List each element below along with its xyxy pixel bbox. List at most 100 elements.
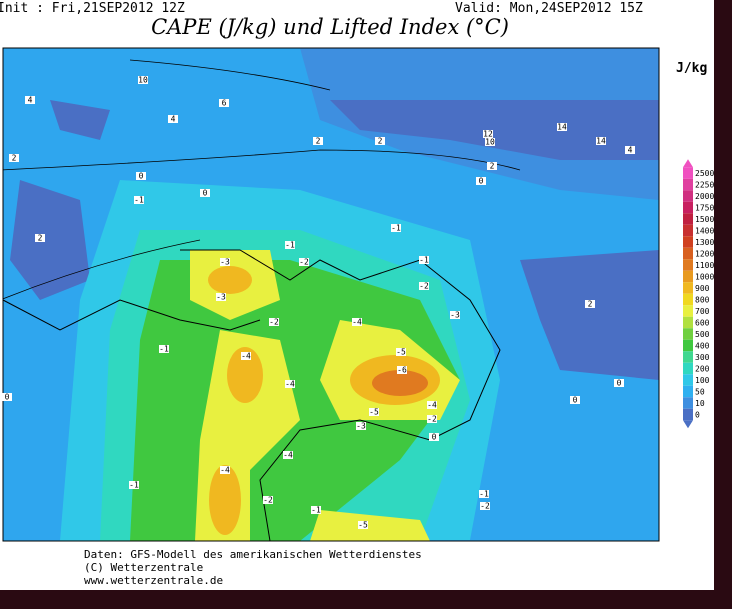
- contour-label: 4: [28, 96, 33, 105]
- contour-label: -1: [479, 490, 489, 499]
- colorbar-box: [683, 351, 693, 363]
- footer-line: Daten: GFS-Modell des amerikanischen Wet…: [84, 548, 422, 561]
- contour-label: -4: [427, 401, 437, 410]
- colorbar-box: [683, 190, 693, 202]
- contour-label-bg: [2, 393, 12, 401]
- contour-label: -2: [419, 282, 429, 291]
- colorbar-label: 800: [695, 296, 710, 305]
- colorbar-box: [683, 213, 693, 225]
- contour-label: 0: [139, 172, 144, 181]
- contour-label-bg: [129, 481, 139, 489]
- contour-label: -3: [450, 311, 460, 320]
- colorbar-box: [683, 316, 693, 329]
- contour-label-bg: [585, 300, 595, 308]
- contour-label-bg: [216, 293, 226, 301]
- contour-label-bg: [299, 258, 309, 266]
- colorbar: 2500225020001750150014001300120011001000…: [683, 159, 714, 429]
- contour-label-bg: [134, 196, 144, 204]
- border: [0, 590, 732, 609]
- contour-label-bg: [625, 146, 635, 154]
- contour-label-bg: [313, 137, 323, 145]
- valid-time: Valid: Mon,24SEP2012 15Z: [455, 1, 643, 16]
- colorbar-box: [683, 328, 693, 340]
- contour-label-bg: [596, 137, 606, 145]
- contour-label-bg: [487, 162, 497, 170]
- contour-label: 0: [203, 189, 208, 198]
- border: [714, 0, 732, 609]
- contour-label: 10: [138, 76, 148, 85]
- footer-line: (C) Wetterzentrale: [84, 561, 203, 574]
- contour-label: 0: [5, 393, 10, 402]
- contour-label: -1: [419, 256, 429, 265]
- contour-label: -1: [285, 241, 295, 250]
- contour-label: -5: [396, 348, 406, 357]
- contour-label: 2: [316, 137, 321, 146]
- contour-label: -2: [263, 496, 273, 505]
- contour-label: -3: [220, 258, 230, 267]
- colorbar-box: [683, 305, 693, 317]
- contour-label-bg: [9, 154, 19, 162]
- colorbar-label: 10: [695, 399, 705, 408]
- colorbar-label: 1200: [695, 250, 714, 259]
- contour-label: -3: [356, 422, 366, 431]
- colorbar-tip: [683, 159, 693, 168]
- colorbar-box: [683, 339, 693, 352]
- contour-label: -1: [134, 196, 144, 205]
- contour-label-bg: [352, 318, 362, 326]
- contour-label-bg: [263, 496, 273, 504]
- colorbar-box: [683, 224, 693, 237]
- contour-label: 2: [378, 137, 383, 146]
- colorbar-label: 1500: [695, 215, 714, 224]
- contour-label-bg: [241, 352, 251, 360]
- contour-label-bg: [358, 521, 368, 529]
- contour-label: 4: [628, 146, 633, 155]
- contour-label-bg: [159, 345, 169, 353]
- contour-label-bg: [311, 506, 321, 514]
- colorbar-label: 900: [695, 284, 710, 293]
- contour-label: -1: [391, 224, 401, 233]
- contour-label-bg: [285, 380, 295, 388]
- colorbar-box: [683, 362, 693, 375]
- contour-label-bg: [200, 189, 210, 197]
- contour-label-bg: [269, 318, 279, 326]
- contour-label-bg: [557, 123, 567, 131]
- colorbar-label: 0: [695, 411, 700, 420]
- contour-label-bg: [397, 366, 407, 374]
- contour-label-bg: [369, 408, 379, 416]
- contour-label: 2: [588, 300, 593, 309]
- contour-label-bg: [419, 256, 429, 264]
- colorbar-label: 500: [695, 330, 710, 339]
- contour-label-bg: [25, 96, 35, 104]
- colorbar-label: 1100: [695, 261, 714, 270]
- contour-label-bg: [614, 379, 624, 387]
- contour-label: -2: [480, 502, 490, 511]
- contour-label: 2: [490, 162, 495, 171]
- contour-label-bg: [479, 490, 489, 498]
- colorbar-label: 2500: [695, 169, 714, 178]
- contour-label: 0: [479, 177, 484, 186]
- footer-line: www.wetterzentrale.de: [84, 574, 223, 587]
- contour-label: 2: [12, 154, 17, 163]
- colorbar-tip: [683, 420, 693, 429]
- contour-label: -2: [299, 258, 309, 267]
- contour-label-bg: [283, 451, 293, 459]
- colorbar-label: 1400: [695, 227, 714, 236]
- contour-label: -5: [358, 521, 368, 530]
- unit: J/kg: [676, 61, 707, 76]
- colorbar-label: 400: [695, 342, 710, 351]
- contour-label: -4: [352, 318, 362, 327]
- contour-label-bg: [138, 76, 148, 84]
- colorbar-label: 1300: [695, 238, 714, 247]
- contour-label-bg: [219, 99, 229, 107]
- map-frame: [2, 47, 660, 542]
- contour-label-bg: [427, 401, 437, 409]
- contour-label: 0: [617, 379, 622, 388]
- contour-label-bg: [391, 224, 401, 232]
- contour-label-bg: [375, 137, 385, 145]
- colorbar-box: [683, 408, 693, 421]
- contour-label: 2: [38, 234, 43, 243]
- contour-label: -1: [129, 481, 139, 490]
- colorbar-box: [683, 178, 693, 191]
